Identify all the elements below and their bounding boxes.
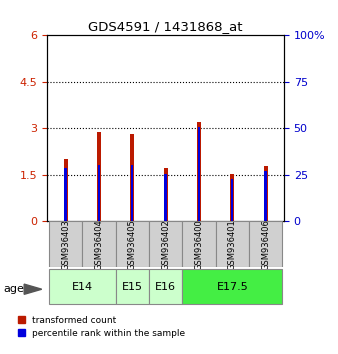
Bar	[97, 132, 101, 221]
Bar	[230, 174, 234, 221]
Text: GSM936404: GSM936404	[95, 219, 103, 270]
Bar	[98, 165, 100, 221]
Text: E17.5: E17.5	[216, 282, 248, 292]
Bar	[49, 269, 116, 304]
Bar	[197, 121, 201, 221]
Bar	[198, 127, 200, 221]
Title: GDS4591 / 1431868_at: GDS4591 / 1431868_at	[88, 20, 243, 33]
Text: E14: E14	[72, 282, 93, 292]
Bar	[231, 178, 234, 221]
Text: GSM936403: GSM936403	[61, 219, 70, 270]
Bar	[264, 166, 268, 221]
Bar	[49, 221, 82, 267]
Bar	[164, 168, 168, 221]
Bar	[64, 159, 68, 221]
Text: age: age	[3, 284, 24, 294]
Bar	[264, 171, 267, 221]
Legend: transformed count, percentile rank within the sample: transformed count, percentile rank withi…	[18, 316, 186, 338]
Bar	[65, 168, 67, 221]
Polygon shape	[24, 284, 42, 294]
Text: GSM936405: GSM936405	[128, 219, 137, 270]
Bar	[130, 134, 134, 221]
Bar	[116, 269, 149, 304]
Text: GSM936400: GSM936400	[194, 219, 203, 270]
Text: GSM936406: GSM936406	[261, 219, 270, 270]
Text: GSM936401: GSM936401	[228, 219, 237, 270]
Bar	[216, 221, 249, 267]
Bar	[82, 221, 116, 267]
Bar	[149, 269, 182, 304]
Text: GSM936402: GSM936402	[161, 219, 170, 270]
Bar	[149, 221, 182, 267]
Bar	[131, 165, 134, 221]
Bar	[249, 221, 282, 267]
Text: E16: E16	[155, 282, 176, 292]
Text: E15: E15	[122, 282, 143, 292]
Bar	[165, 174, 167, 221]
Bar	[116, 221, 149, 267]
Bar	[182, 269, 282, 304]
Bar	[182, 221, 216, 267]
